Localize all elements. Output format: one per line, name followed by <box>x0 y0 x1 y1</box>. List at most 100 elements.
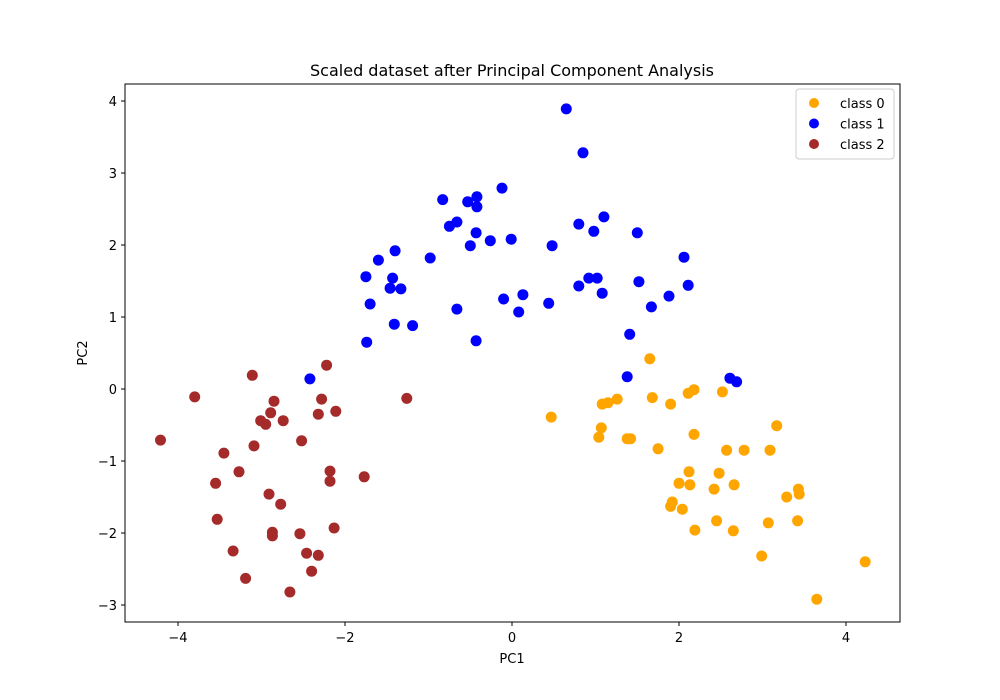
data-point <box>296 435 308 447</box>
data-point <box>728 479 740 491</box>
data-point <box>545 411 557 423</box>
data-point <box>294 528 306 540</box>
data-point <box>496 182 508 194</box>
data-point <box>602 397 614 409</box>
data-point <box>711 515 723 527</box>
data-point <box>471 191 483 203</box>
data-point <box>328 522 340 534</box>
data-point <box>731 376 743 388</box>
x-tick-label: 0 <box>508 631 516 646</box>
data-point <box>764 444 776 456</box>
data-point <box>727 525 739 537</box>
data-point <box>471 201 483 213</box>
data-point <box>577 147 589 159</box>
y-tick-label: 4 <box>109 95 117 110</box>
data-point <box>304 373 316 385</box>
data-point <box>389 245 401 257</box>
data-point <box>859 556 871 568</box>
data-point <box>372 254 384 266</box>
data-point <box>263 488 275 500</box>
data-point <box>595 422 607 434</box>
data-point <box>407 320 419 332</box>
chart-title: Scaled dataset after Principal Component… <box>310 61 714 80</box>
data-point <box>721 444 733 456</box>
data-point <box>652 443 664 455</box>
data-point <box>462 196 474 208</box>
y-axis-ticks: −3 −2 −1 0 1 2 3 4 <box>98 95 125 614</box>
data-point <box>246 369 258 381</box>
data-point <box>611 393 623 405</box>
data-point <box>260 418 272 430</box>
x-tick-label: 4 <box>842 631 850 646</box>
data-point <box>388 318 400 330</box>
data-point <box>738 444 750 456</box>
data-point <box>771 420 783 432</box>
data-point <box>625 433 637 445</box>
data-point <box>633 276 645 288</box>
legend-marker-icon <box>809 118 819 129</box>
data-point <box>387 272 399 284</box>
data-point <box>505 233 517 245</box>
y-tick-label: −2 <box>98 527 117 542</box>
data-point <box>464 240 476 252</box>
data-point <box>573 280 585 292</box>
data-point <box>546 240 558 252</box>
data-point <box>665 398 677 410</box>
data-point <box>792 515 804 527</box>
data-point <box>360 271 372 283</box>
data-point <box>306 565 318 577</box>
data-point <box>218 447 230 459</box>
legend-label: class 1 <box>840 118 885 133</box>
data-point <box>663 290 675 302</box>
data-point <box>240 572 252 584</box>
data-point <box>324 465 336 477</box>
data-point <box>596 287 608 299</box>
data-point <box>708 483 720 495</box>
y-tick-label: −3 <box>98 599 117 614</box>
x-tick-label: −2 <box>335 631 354 646</box>
data-point <box>324 475 336 487</box>
data-point <box>424 252 436 264</box>
data-point <box>233 466 245 478</box>
data-point <box>395 283 407 295</box>
data-point <box>451 216 463 228</box>
legend: class 0 class 1 class 2 <box>795 88 895 160</box>
data-point <box>624 328 636 340</box>
series-class-1 <box>304 103 743 388</box>
data-point <box>644 353 656 365</box>
data-point <box>330 405 342 417</box>
data-point <box>275 498 287 510</box>
series-class-0 <box>545 353 871 605</box>
x-axis-ticks: −4 −2 0 2 4 <box>168 622 850 646</box>
y-tick-label: 2 <box>109 239 117 254</box>
y-tick-label: −1 <box>98 455 117 470</box>
data-point <box>676 503 688 515</box>
data-point <box>484 235 496 247</box>
data-point <box>437 194 449 206</box>
data-point <box>321 359 333 371</box>
data-point <box>543 297 555 309</box>
data-point <box>248 440 260 452</box>
data-point <box>684 479 696 491</box>
data-point <box>316 393 328 405</box>
data-point <box>265 407 277 419</box>
data-point <box>673 477 685 489</box>
legend-label: class 0 <box>840 97 885 112</box>
legend-marker-icon <box>809 98 819 108</box>
data-point <box>678 251 690 263</box>
data-point <box>588 225 600 237</box>
data-point <box>646 392 658 404</box>
data-point <box>384 282 396 294</box>
data-point <box>277 415 289 427</box>
x-tick-label: −4 <box>168 631 187 646</box>
legend-label: class 2 <box>840 138 885 153</box>
data-point <box>155 434 166 446</box>
data-point <box>583 272 595 284</box>
y-tick-label: 0 <box>109 383 117 398</box>
data-point <box>268 395 280 407</box>
data-points <box>155 103 871 605</box>
data-point <box>312 408 324 420</box>
data-point <box>284 586 296 598</box>
data-point <box>358 471 370 483</box>
legend-marker-icon <box>809 139 819 149</box>
